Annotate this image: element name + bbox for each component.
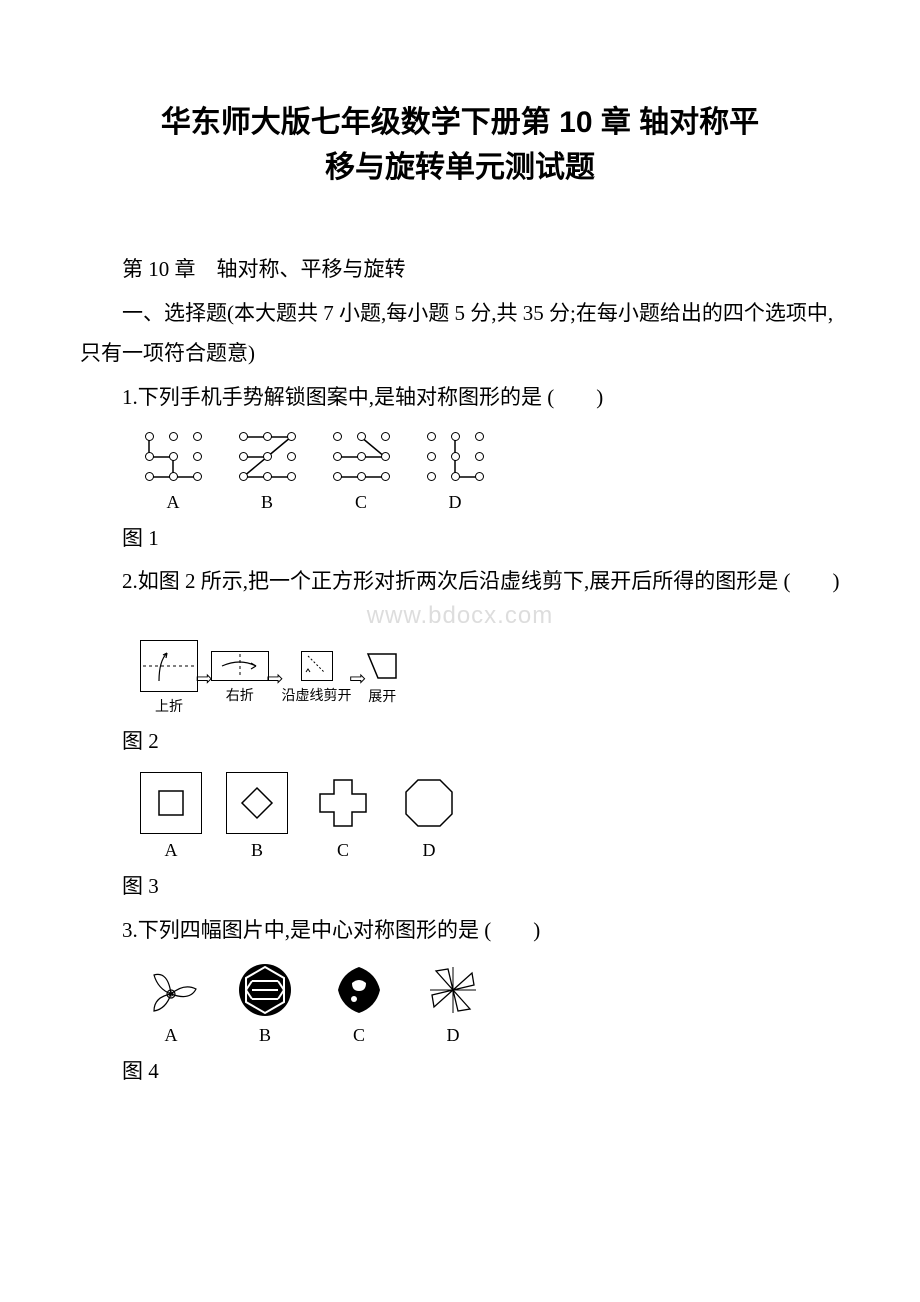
figure-2-caption: 图 2 bbox=[80, 722, 840, 762]
figure-3-row: A B C D bbox=[140, 772, 840, 861]
q1-option-d: D bbox=[422, 428, 488, 513]
section-heading: 一、选择题(本大题共 7 小题,每小题 5 分,共 35 分;在每小题给出的四个… bbox=[80, 294, 840, 374]
fold-step-1: 上折 bbox=[140, 640, 198, 716]
q1-option-b: B bbox=[234, 428, 300, 513]
fold-label-right: 右折 bbox=[226, 685, 254, 705]
document-title: 华东师大版七年级数学下册第 10 章 轴对称平 移与旋转单元测试题 bbox=[80, 100, 840, 190]
option-label-d: D bbox=[449, 492, 462, 513]
option-label-c: C bbox=[337, 840, 349, 861]
question-1: 1.下列手机手势解锁图案中,是轴对称图形的是 ( ) bbox=[80, 378, 840, 418]
fold-label-cut: 沿虚线剪开 bbox=[282, 685, 352, 705]
q3-option-a: A bbox=[140, 961, 202, 1046]
q2-option-b: B bbox=[226, 772, 288, 861]
q1-option-a: A bbox=[140, 428, 206, 513]
option-label-b: B bbox=[251, 840, 263, 861]
figure-3-caption: 图 3 bbox=[80, 867, 840, 907]
q3-option-b: B bbox=[234, 961, 296, 1046]
option-label-b: B bbox=[261, 492, 273, 513]
figure-1-caption: 图 1 bbox=[80, 519, 840, 559]
option-label-d: D bbox=[447, 1025, 460, 1046]
fold-label-unfold: 展开 bbox=[368, 686, 396, 706]
title-line-1: 华东师大版七年级数学下册第 10 章 轴对称平 bbox=[161, 106, 759, 139]
figure-4-caption: 图 4 bbox=[80, 1052, 840, 1092]
option-label-c: C bbox=[353, 1025, 365, 1046]
fold-step-3: 沿虚线剪开 bbox=[282, 651, 352, 705]
q3-option-c: C bbox=[328, 961, 390, 1046]
q2-option-a: A bbox=[140, 772, 202, 861]
option-label-a: A bbox=[165, 1025, 178, 1046]
chapter-heading: 第 10 章 轴对称、平移与旋转 bbox=[80, 250, 840, 290]
figure-1-row: A B C D bbox=[140, 428, 840, 513]
figure-2-row: 上折 ⇨ 右折 ⇨ 沿虚线剪开 ⇨ 展开 bbox=[140, 640, 840, 716]
fold-step-2: 右折 bbox=[211, 651, 269, 705]
fold-step-4: 展开 bbox=[364, 650, 400, 706]
option-label-d: D bbox=[423, 840, 436, 861]
question-2: 2.如图 2 所示,把一个正方形对折两次后沿虚线剪下,展开后所得的图形是 ( ) bbox=[80, 562, 840, 602]
title-line-2: 移与旋转单元测试题 bbox=[325, 151, 595, 184]
option-label-a: A bbox=[165, 840, 178, 861]
q2-option-d: D bbox=[398, 772, 460, 861]
fold-label-up: 上折 bbox=[155, 696, 183, 716]
option-label-c: C bbox=[355, 492, 367, 513]
option-label-b: B bbox=[259, 1025, 271, 1046]
figure-4-row: A B C D bbox=[140, 961, 840, 1046]
q1-option-c: C bbox=[328, 428, 394, 513]
q2-option-c: C bbox=[312, 772, 374, 861]
q3-option-d: D bbox=[422, 961, 484, 1046]
option-label-a: A bbox=[167, 492, 180, 513]
watermark: www.bdocx.com bbox=[80, 602, 840, 630]
question-3: 3.下列四幅图片中,是中心对称图形的是 ( ) bbox=[80, 911, 840, 951]
